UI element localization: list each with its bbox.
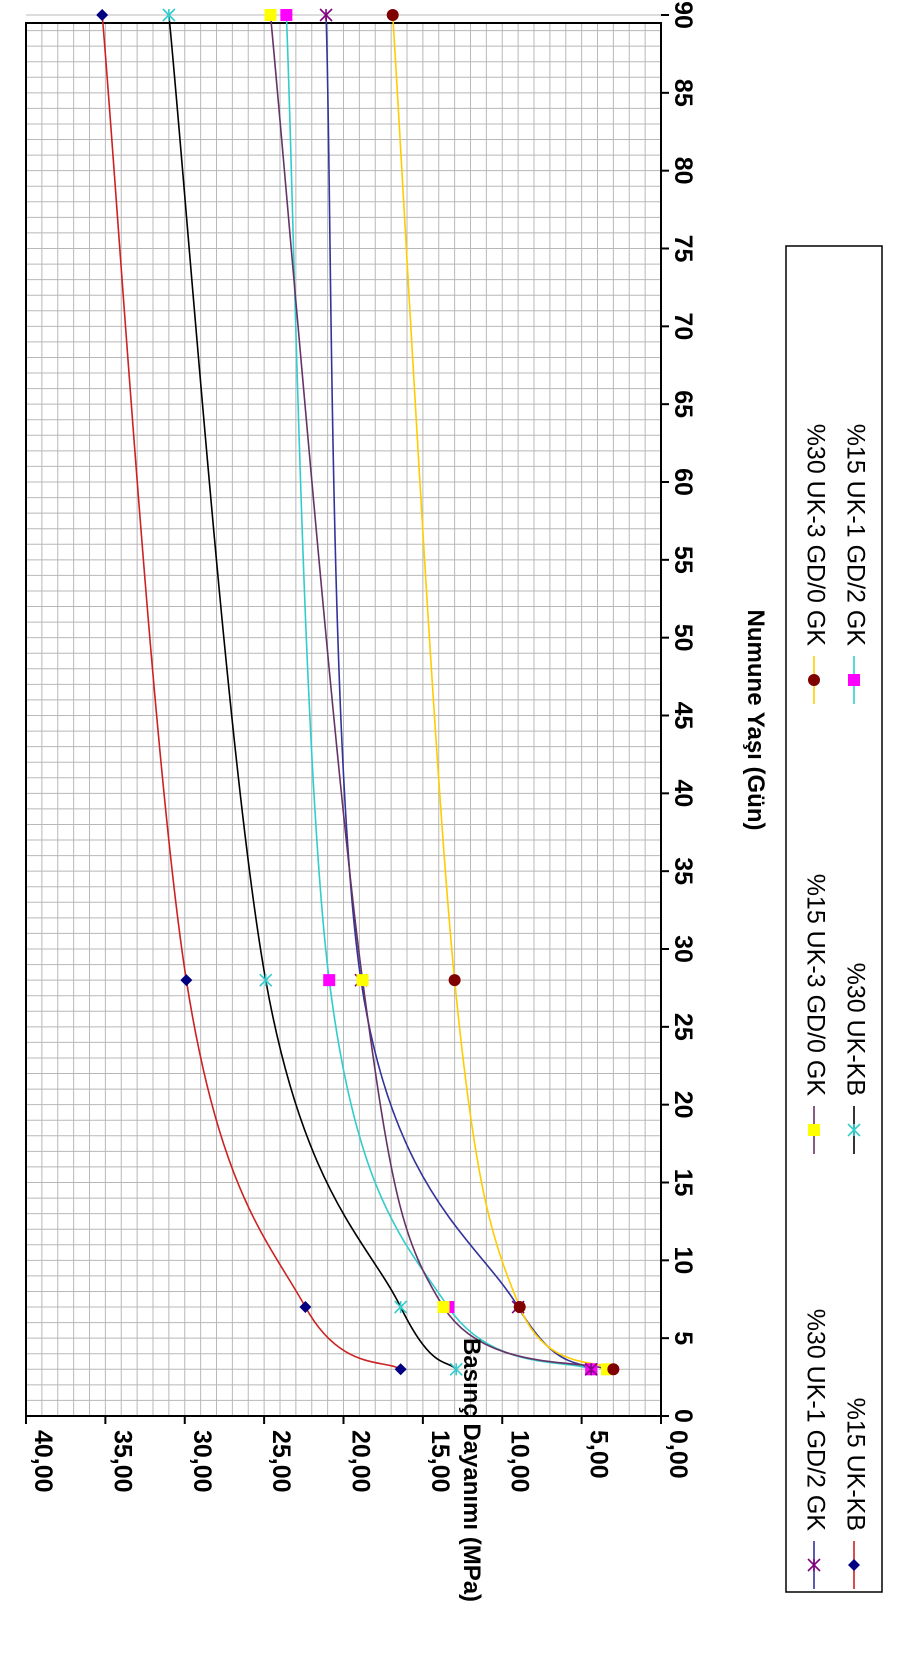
grid — [25, 14, 662, 1417]
series-line-5 — [269, 14, 608, 1371]
data-point-series-1 — [394, 1363, 407, 1376]
x-tick-label: 45 — [669, 702, 697, 730]
legend-marker — [847, 1123, 861, 1137]
series-markers — [96, 8, 620, 1376]
x-tick-label: 35 — [669, 857, 697, 885]
x-tick-label: 85 — [669, 79, 697, 107]
legend-items: %15 UK-KB %30 UK-KB %15 UK-1 GD/2 GK %30 UK… — [801, 424, 869, 1589]
x-tick-label: 75 — [669, 235, 697, 263]
y-tick-label: 35,00 — [108, 1430, 136, 1493]
x-tick-label: 60 — [669, 468, 697, 496]
legend-label: %15 UK-1 GD/2 GK — [841, 424, 869, 647]
legend: %15 UK-KB %30 UK-KB %15 UK-1 GD/2 GK %30 UK… — [785, 245, 883, 1593]
y-tick-label: 10,00 — [505, 1430, 533, 1493]
data-point-series-2 — [162, 8, 176, 22]
data-point-series-6 — [607, 1363, 620, 1376]
legend-box — [785, 245, 883, 1593]
data-point-series-4 — [584, 1362, 598, 1376]
legend-label: %30 UK-1 GD/2 GK — [801, 1309, 829, 1532]
legend-item: %15 UK-1 GD/2 GK — [841, 424, 869, 704]
data-point-series-2 — [394, 1300, 408, 1314]
legend-marker — [807, 1558, 821, 1572]
legend-label: %30 UK-KB — [841, 963, 869, 1096]
x-tick-label: 55 — [669, 546, 697, 574]
y-tick-label: 25,00 — [267, 1430, 295, 1493]
data-point-series-1 — [180, 974, 193, 987]
x-tick-label: 20 — [669, 1091, 697, 1119]
y-tick-label: 15,00 — [426, 1430, 454, 1493]
data-point-series-5 — [264, 9, 277, 21]
legend-item: %30 UK-1 GD/2 GK — [801, 1309, 829, 1589]
legend-marker — [848, 674, 860, 686]
x-tick-label: 90 — [669, 1, 697, 29]
data-point-series-6 — [386, 9, 399, 21]
legend-item: %30 UK-3 GD/0 GK — [801, 424, 829, 704]
data-point-series-5 — [437, 1301, 450, 1314]
data-point-series-6 — [448, 974, 461, 987]
x-tick-label: 5 — [669, 1331, 697, 1345]
x-tick-label: 30 — [669, 935, 697, 963]
x-tick-label: 65 — [669, 390, 697, 418]
legend-marker — [808, 674, 820, 686]
x-tick-label: 50 — [669, 624, 697, 652]
legend-item: %15 UK-3 GD/0 GK — [801, 874, 829, 1154]
axes: 0 5 10 15 20 25 30 35 40 45 50 55 60 65 70 75 80 85 90 0,00… — [25, 1, 697, 1493]
y-tick-label: 5,00 — [585, 1430, 613, 1479]
y-tick-label: 40,00 — [29, 1430, 57, 1493]
x-tick-label: 80 — [669, 157, 697, 185]
y-tick-label: 20,00 — [347, 1430, 375, 1493]
data-point-series-2 — [449, 1362, 463, 1376]
data-point-series-1 — [299, 1301, 312, 1314]
legend-item: %15 UK-KB — [841, 1398, 869, 1589]
legend-label: %15 UK-KB — [841, 1398, 869, 1531]
x-tick-label: 10 — [669, 1246, 697, 1274]
data-point-series-2 — [259, 973, 273, 987]
data-point-series-1 — [96, 9, 109, 21]
data-point-series-3 — [280, 9, 293, 21]
data-point-series-5 — [356, 974, 369, 987]
y-tick-label: 0,00 — [664, 1430, 692, 1479]
y-tick-label: 30,00 — [188, 1430, 216, 1493]
x-tick-label: 40 — [669, 779, 697, 807]
y-axis-title: Basınç Dayanımı (MPa) — [458, 1338, 485, 1602]
data-point-series-4 — [319, 8, 333, 22]
x-tick-label: 15 — [669, 1169, 697, 1197]
legend-marker — [808, 1124, 820, 1136]
x-axis-title: Numune Yaşı (Gün) — [742, 610, 769, 831]
x-tick-label: 70 — [669, 312, 697, 340]
legend-marker — [848, 1559, 860, 1571]
data-point-series-3 — [323, 974, 336, 987]
legend-label: %30 UK-3 GD/0 GK — [801, 424, 829, 647]
legend-label: %15 UK-3 GD/0 GK — [801, 874, 829, 1097]
data-point-series-6 — [513, 1301, 526, 1314]
x-tick-label: 25 — [669, 1013, 697, 1041]
x-tick-label: 0 — [669, 1409, 697, 1423]
legend-item: %30 UK-KB — [841, 963, 869, 1154]
